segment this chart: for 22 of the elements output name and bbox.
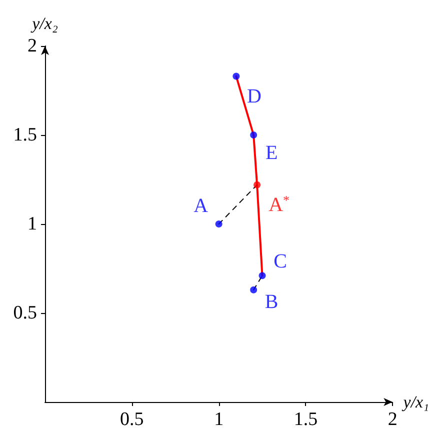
- point: [232, 72, 240, 80]
- x-tick-label: 0.5: [120, 409, 144, 430]
- y-tick-label: 0.5: [13, 302, 37, 324]
- y-tick-label: 2: [28, 36, 37, 56]
- point: [258, 272, 266, 280]
- annotation: D: [246, 85, 262, 108]
- annotation: B: [264, 290, 278, 313]
- y-tick-label: 1.5: [13, 124, 37, 146]
- point: [250, 286, 258, 294]
- annotation: E: [265, 142, 278, 164]
- annotation: C: [274, 250, 287, 273]
- point: [215, 220, 222, 228]
- point: [254, 181, 261, 188]
- y-axis-title: y/x₂: [30, 14, 58, 33]
- point: [250, 132, 258, 138]
- x-tick-label: 1: [214, 409, 224, 430]
- y-tick-label: 1: [28, 214, 37, 234]
- x-tick-label: 1.5: [294, 409, 318, 430]
- annotation: A*: [268, 192, 290, 216]
- annotation: A: [194, 195, 209, 217]
- x-axis-title: y/x₁: [401, 392, 430, 412]
- x-tick-label: 2: [388, 409, 398, 430]
